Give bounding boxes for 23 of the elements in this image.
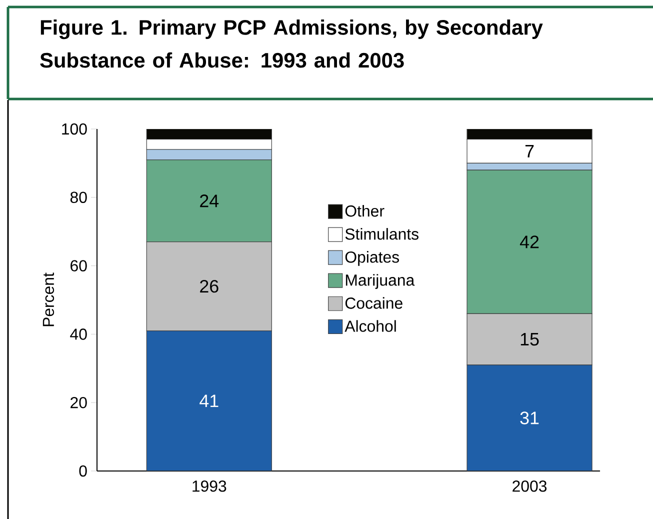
legend-label: Cocaine [345, 297, 402, 309]
y-tick-label: 100 [62, 123, 87, 135]
data-label: 24 [200, 194, 219, 208]
y-axis-title: Percent [42, 272, 54, 326]
data-label: 42 [520, 236, 539, 248]
legend-label: Marijuana [346, 274, 415, 289]
legend-label: Opiates [345, 251, 399, 266]
y-tick-label: 80 [70, 192, 87, 204]
legend-label: Other [345, 204, 384, 217]
legend-label: Alcohol [344, 320, 396, 332]
x-tick-label: 2003 [512, 480, 547, 492]
legend-label: Stimulants [345, 228, 418, 240]
y-tick-label: 20 [70, 396, 87, 408]
y-tick-label: 40 [70, 328, 87, 340]
data-label: 31 [520, 412, 539, 424]
data-label: 41 [200, 394, 218, 408]
chart-title: Figure 1. Primary PCP Admissions, by Secondary Substance of Abuse: 1993 and 2003 [40, 20, 543, 68]
y-tick-label: 0 [79, 465, 87, 477]
data-label: 15 [520, 333, 539, 346]
data-label: 26 [200, 280, 218, 293]
data-label: 7 [525, 145, 534, 158]
x-tick-label: 1993 [192, 480, 226, 492]
y-tick-label: 60 [70, 260, 87, 272]
